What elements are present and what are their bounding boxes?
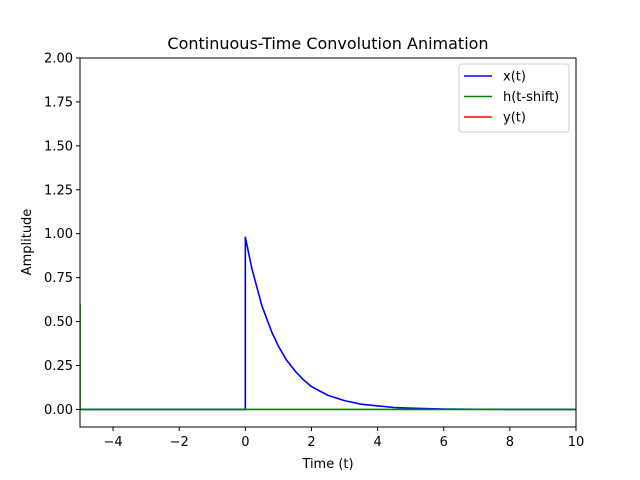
y-tick-label: 1.75 xyxy=(44,95,73,110)
chart-title: Continuous-Time Convolution Animation xyxy=(167,34,488,53)
plot-series xyxy=(80,236,576,411)
y-tick-label: 2.00 xyxy=(44,52,73,67)
y-tick-label: 0.25 xyxy=(44,359,73,374)
y-tick-label: 0.50 xyxy=(44,315,73,330)
y-tick-label: 1.25 xyxy=(44,183,73,198)
legend-label: y(t) xyxy=(503,111,526,126)
y-tick-label: 0.00 xyxy=(44,403,73,418)
x-tick-label: 0 xyxy=(241,435,249,450)
legend-box xyxy=(458,63,570,133)
x-axis: −4 −2 0 2 4 6 8 10 xyxy=(103,427,584,450)
y-tick-label: 1.00 xyxy=(44,227,73,242)
plot-frame xyxy=(79,57,577,428)
x-tick-label: −4 xyxy=(103,435,122,450)
y-tick-label: 0.75 xyxy=(44,271,73,286)
x-tick-label: 2 xyxy=(307,435,315,450)
x-tick-label: −2 xyxy=(170,435,189,450)
legend: x(t) h(t-shift) y(t) xyxy=(458,63,570,133)
x-tick-label: 8 xyxy=(506,435,514,450)
x-tick-label: 6 xyxy=(440,435,448,450)
y-tick-label: 1.50 xyxy=(44,139,73,154)
x-axis-label: Time (t) xyxy=(301,457,353,472)
series-line-1 xyxy=(80,304,576,411)
y-axis-label: Amplitude xyxy=(20,209,35,276)
x-tick-label: 10 xyxy=(568,435,585,450)
legend-label: h(t-shift) xyxy=(503,90,559,105)
y-axis: 0.00 0.25 0.50 0.75 1.00 1.25 1.50 1.75 2.00 xyxy=(44,52,80,418)
x-tick-label: 4 xyxy=(373,435,381,450)
legend-label: x(t) xyxy=(503,70,526,85)
